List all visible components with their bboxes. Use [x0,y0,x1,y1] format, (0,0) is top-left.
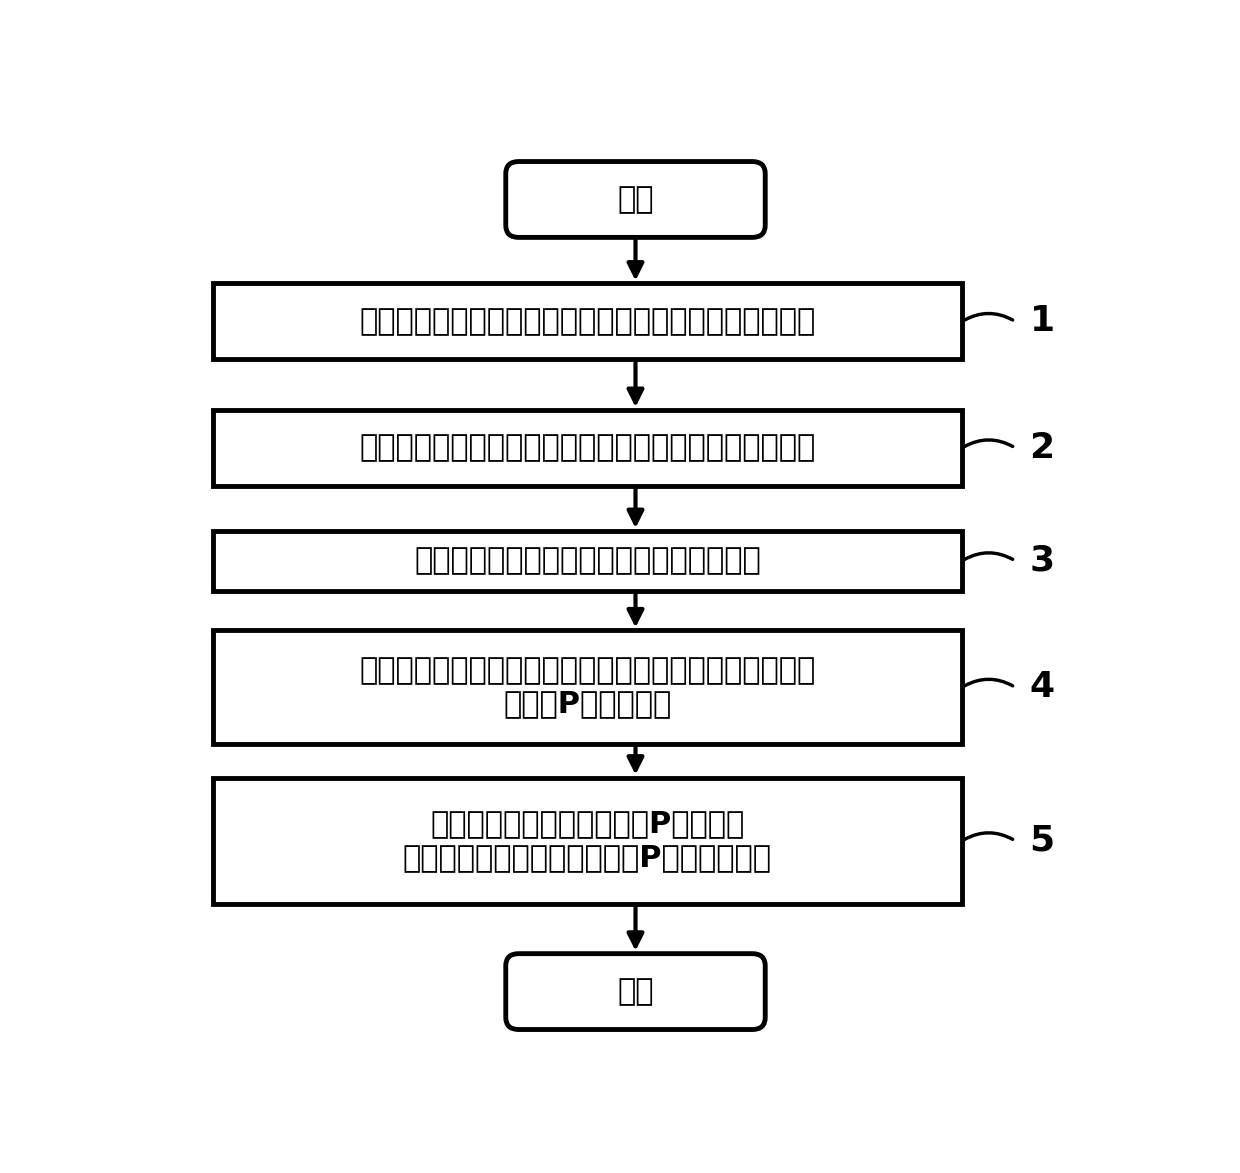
Text: 2: 2 [1029,430,1055,465]
FancyBboxPatch shape [213,778,962,904]
Text: 4: 4 [1029,670,1055,704]
Text: 3: 3 [1029,544,1055,578]
FancyBboxPatch shape [213,409,962,486]
FancyBboxPatch shape [213,531,962,590]
FancyBboxPatch shape [213,284,962,359]
Text: 开始: 开始 [618,185,653,213]
FancyBboxPatch shape [506,954,765,1030]
Text: 在衬底上生长低温成核层，为后续生长材料提供成核中心: 在衬底上生长低温成核层，为后续生长材料提供成核中心 [360,433,816,462]
Text: 对衬底升温，在氢气环境下热处理，去除衬底表面的杂质: 对衬底升温，在氢气环境下热处理，去除衬底表面的杂质 [360,307,816,335]
Text: 在低温成核层上生长一层非故意掺杂模板层: 在低温成核层上生长一层非故意掺杂模板层 [414,547,761,575]
Text: 在非故意掺杂模板层上低温外延生长一层具有一定氢杂质
浓度的P型氮化镓层: 在非故意掺杂模板层上低温外延生长一层具有一定氢杂质 浓度的P型氮化镓层 [360,656,816,719]
Text: 结束: 结束 [618,977,653,1006]
Text: 在氮气环境下，高温退火使P型氮化镓
层中受主激活，得到低电阻率P型氮化镓材料: 在氮气环境下，高温退火使P型氮化镓 层中受主激活，得到低电阻率P型氮化镓材料 [403,809,773,872]
Text: 1: 1 [1029,305,1055,338]
FancyBboxPatch shape [506,162,765,237]
Text: 5: 5 [1029,823,1055,857]
FancyBboxPatch shape [213,630,962,744]
